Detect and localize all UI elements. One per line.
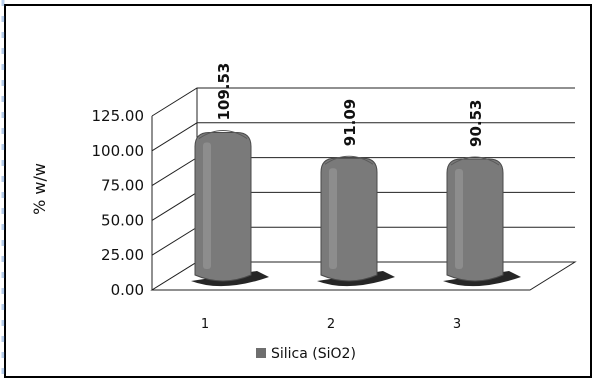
x-tick-label: 1 (201, 317, 209, 332)
data-label: 109.53 (215, 63, 233, 121)
x-tick-label: 2 (327, 317, 335, 332)
legend-swatch (256, 348, 266, 358)
y-tick-label: 25.00 (101, 246, 144, 264)
bar-cap (324, 155, 374, 165)
x-tick-label: 3 (453, 317, 461, 332)
y-tick-label: 100.00 (92, 142, 145, 160)
y-tick-label: 125.00 (92, 107, 145, 125)
bar-highlight (203, 142, 211, 269)
legend-label: Silica (SiO2) (271, 346, 356, 362)
labels-layer: 0.00 25.00 50.00 75.00 100.00 125.00 1 109.53 2 9… (92, 63, 486, 332)
y-tick-label: 75.00 (101, 177, 144, 195)
bar-cap (198, 130, 248, 139)
y-axis-title: % w/w (30, 163, 49, 215)
bar-highlight (455, 168, 463, 269)
data-label: 90.53 (467, 100, 485, 147)
bars-layer (191, 130, 521, 287)
data-label: 91.09 (341, 99, 359, 146)
legend: Silica (SiO2) (256, 346, 356, 362)
y-tick-label: 0.00 (111, 281, 144, 299)
y-tick-label: 50.00 (101, 211, 144, 229)
bar-highlight (329, 168, 337, 269)
bar-cap (450, 156, 500, 166)
